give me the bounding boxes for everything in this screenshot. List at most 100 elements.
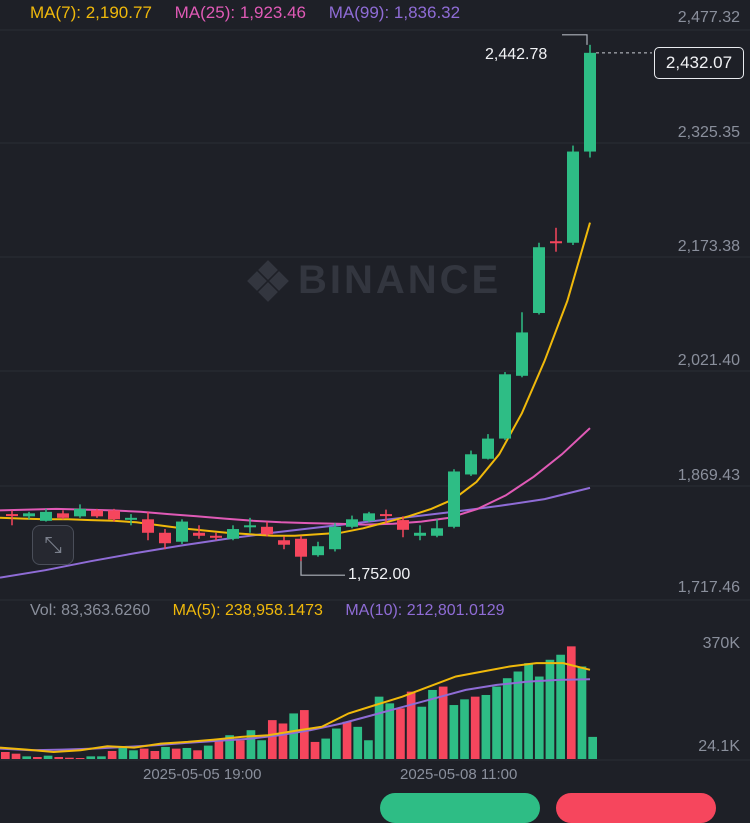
candle-body — [91, 510, 103, 517]
low-price-label: 1,752.00 — [348, 566, 411, 583]
volume-bar — [470, 696, 480, 759]
volume-tick: 24.1K — [698, 738, 740, 755]
volume-tick: 370K — [702, 635, 740, 652]
candle-body — [397, 520, 409, 530]
volume-bar — [214, 738, 224, 759]
candle-body — [193, 532, 205, 536]
candle-body — [108, 510, 120, 520]
volume-bar — [11, 753, 21, 759]
candle-body — [414, 532, 426, 536]
volume-bar — [118, 746, 128, 759]
time-tick: 2025-05-08 11:00 — [400, 766, 518, 783]
volume-ma10-legend: MA(10): 212,801.0129 — [345, 602, 505, 619]
candle-body — [550, 241, 562, 244]
price-tick: 2,477.32 — [677, 9, 740, 26]
candle-body — [380, 514, 392, 517]
candle-body — [346, 519, 358, 527]
binance-logo-icon — [247, 259, 289, 302]
candle-body — [227, 529, 239, 539]
candle-body — [329, 526, 341, 550]
volume-bar — [75, 758, 85, 759]
volume-bar — [406, 691, 416, 759]
volume-bar — [1, 751, 10, 759]
volume-bar — [385, 703, 395, 759]
candle-body — [278, 540, 290, 545]
last-price-badge[interactable]: 2,432.07 — [654, 47, 744, 79]
time-tick: 2025-05-05 19:00 — [143, 766, 262, 783]
volume-bar — [182, 747, 192, 759]
volume-bar — [428, 689, 437, 759]
volume-bar — [257, 740, 266, 759]
ma99-legend: MA(99): 1,836.32 — [328, 3, 461, 22]
volume-value: Vol: 83,363.6260 — [30, 602, 151, 619]
candle-body — [57, 513, 69, 518]
candle-body — [567, 151, 579, 243]
candle-body — [431, 528, 443, 536]
ma25-legend: MA(25): 1,923.46 — [174, 3, 306, 22]
price-markers — [300, 34, 652, 576]
volume-bar — [513, 671, 523, 759]
volume-ma5-legend: MA(5): 238,958.1473 — [172, 602, 323, 619]
volume-bar — [33, 757, 42, 759]
candle-body — [499, 374, 511, 439]
candle-body — [210, 535, 222, 538]
volume-bar — [310, 741, 320, 759]
ma25-line — [0, 427, 591, 526]
volume-bar — [193, 750, 202, 759]
candlestick-series — [6, 44, 596, 562]
price-ma-legend: MA(7): 2,190.77 MA(25): 1,923.46 MA(99):… — [30, 3, 478, 23]
volume-bar — [161, 746, 170, 759]
candle-body — [465, 454, 477, 475]
volume-bar — [107, 750, 117, 759]
volume-bars — [1, 646, 597, 759]
volume-bar — [289, 713, 298, 759]
volume-legend: Vol: 83,363.6260 MA(5): 238,958.1473 MA(… — [30, 602, 523, 620]
moving-average-lines — [0, 222, 591, 579]
volume-ma-lines — [0, 662, 591, 754]
volume-bar — [65, 757, 74, 759]
candle-body — [6, 514, 18, 517]
volume-bar — [481, 694, 491, 759]
price-tick: 1,869.43 — [677, 467, 740, 484]
volume-bar — [150, 750, 160, 759]
volume-bar — [86, 756, 96, 759]
sell-button[interactable] — [556, 793, 716, 823]
volume-bar — [321, 738, 331, 759]
candle-body — [74, 508, 86, 517]
volume-bar — [374, 696, 384, 759]
volume-bar — [449, 705, 459, 759]
candle-body — [295, 538, 307, 557]
volume-bar — [342, 721, 352, 759]
volume-bar — [566, 646, 576, 759]
ma7-legend: MA(7): 2,190.77 — [30, 3, 152, 22]
volume-bar — [246, 730, 256, 759]
candle-body — [448, 471, 460, 527]
candle-body — [516, 332, 528, 376]
volume-bar — [267, 720, 277, 759]
candle-body — [23, 513, 35, 517]
binance-watermark: BINANCE — [247, 258, 502, 303]
volume-bar — [22, 756, 32, 759]
chart-canvas — [0, 29, 750, 761]
low-leader-line — [300, 561, 345, 576]
volume-bar — [353, 726, 363, 759]
volume-bar — [556, 654, 565, 759]
grid-lines — [0, 29, 750, 761]
price-tick: 2,325.35 — [677, 124, 740, 141]
volume-bar — [43, 755, 53, 759]
volume-bar — [502, 678, 512, 759]
volume-bar — [97, 756, 106, 759]
candle-body — [40, 511, 52, 521]
volume-bar — [545, 659, 555, 759]
watermark-text: BINANCE — [298, 258, 502, 302]
expand-chart-button[interactable]: ⤡ — [32, 525, 74, 565]
volume-bar — [492, 686, 501, 759]
volume-bar — [396, 708, 405, 759]
candle-body — [533, 247, 545, 314]
volume-bar — [203, 745, 213, 759]
volume-bar — [171, 748, 181, 759]
volume-bar — [278, 723, 288, 759]
high-price-label: 2,442.78 — [485, 46, 548, 63]
volume-bar — [225, 735, 234, 759]
buy-button[interactable] — [380, 793, 540, 823]
